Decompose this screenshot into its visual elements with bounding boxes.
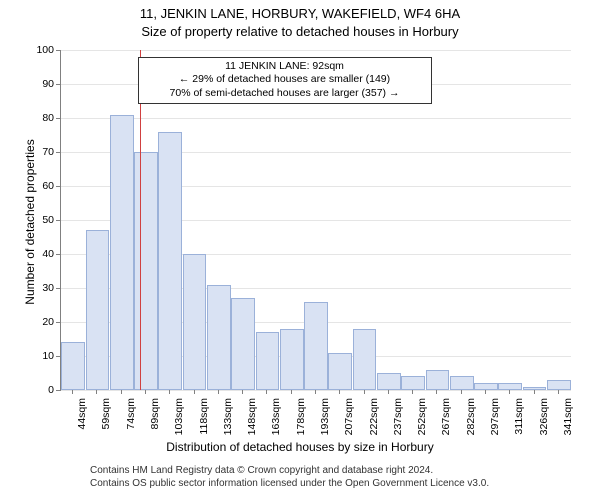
xtick-mark	[218, 390, 219, 394]
bar	[86, 230, 110, 390]
bar	[280, 329, 304, 390]
xtick-label: 44sqm	[76, 398, 88, 446]
xtick-label: 163sqm	[270, 398, 282, 446]
gridline	[61, 50, 571, 51]
ytick-label: 60	[30, 180, 54, 192]
xtick-label: 341sqm	[562, 398, 574, 446]
ytick-mark	[56, 118, 60, 119]
xtick-label: 252sqm	[416, 398, 428, 446]
xtick-label: 222sqm	[368, 398, 380, 446]
xtick-mark	[509, 390, 510, 394]
bar	[328, 353, 352, 390]
gridline	[61, 118, 571, 119]
xtick-mark	[485, 390, 486, 394]
xtick-mark	[266, 390, 267, 394]
xtick-mark	[339, 390, 340, 394]
xtick-mark	[72, 390, 73, 394]
xtick-mark	[145, 390, 146, 394]
xtick-mark	[388, 390, 389, 394]
ytick-label: 40	[30, 248, 54, 260]
ytick-mark	[56, 220, 60, 221]
ytick-label: 0	[30, 384, 54, 396]
ytick-label: 100	[30, 44, 54, 56]
ytick-label: 10	[30, 350, 54, 362]
xtick-mark	[558, 390, 559, 394]
ytick-mark	[56, 84, 60, 85]
xtick-label: 74sqm	[125, 398, 137, 446]
ytick-label: 20	[30, 316, 54, 328]
annotation-line-1: 11 JENKIN LANE: 92sqm	[145, 60, 425, 74]
xtick-label: 326sqm	[538, 398, 550, 446]
xtick-label: 89sqm	[149, 398, 161, 446]
bar	[256, 332, 280, 390]
ytick-mark	[56, 254, 60, 255]
ytick-label: 30	[30, 282, 54, 294]
ytick-mark	[56, 288, 60, 289]
xtick-mark	[96, 390, 97, 394]
xtick-label: 103sqm	[173, 398, 185, 446]
bar	[158, 132, 182, 390]
bar	[450, 376, 474, 390]
bar	[498, 383, 522, 390]
xtick-label: 311sqm	[513, 398, 525, 446]
footer-attribution-2: Contains OS public sector information li…	[90, 478, 489, 489]
bar	[474, 383, 498, 390]
footer-attribution-1: Contains HM Land Registry data © Crown c…	[90, 465, 433, 476]
ytick-label: 90	[30, 78, 54, 90]
gridline	[61, 390, 571, 391]
bar	[134, 152, 158, 390]
xtick-mark	[121, 390, 122, 394]
annotation-line-3: 70% of semi-detached houses are larger (…	[145, 87, 425, 101]
xtick-label: 282sqm	[465, 398, 477, 446]
xtick-mark	[436, 390, 437, 394]
annotation-line-2: ← 29% of detached houses are smaller (14…	[145, 73, 425, 87]
xtick-mark	[534, 390, 535, 394]
xtick-label: 297sqm	[489, 398, 501, 446]
ytick-label: 50	[30, 214, 54, 226]
xtick-mark	[169, 390, 170, 394]
chart-title: 11, JENKIN LANE, HORBURY, WAKEFIELD, WF4…	[0, 6, 600, 21]
bar	[401, 376, 425, 390]
bar	[304, 302, 328, 390]
bar	[183, 254, 207, 390]
bar	[426, 370, 450, 390]
ytick-mark	[56, 356, 60, 357]
xtick-label: 207sqm	[343, 398, 355, 446]
ytick-mark	[56, 390, 60, 391]
bar	[110, 115, 134, 390]
xtick-mark	[194, 390, 195, 394]
bar	[61, 342, 85, 390]
xtick-label: 237sqm	[392, 398, 404, 446]
xtick-mark	[412, 390, 413, 394]
xtick-mark	[315, 390, 316, 394]
xtick-label: 133sqm	[222, 398, 234, 446]
chart-subtitle: Size of property relative to detached ho…	[0, 24, 600, 39]
bar	[231, 298, 255, 390]
xtick-label: 118sqm	[198, 398, 210, 446]
bar	[353, 329, 377, 390]
ytick-mark	[56, 322, 60, 323]
xtick-label: 148sqm	[246, 398, 258, 446]
bar	[377, 373, 401, 390]
annotation-box: 11 JENKIN LANE: 92sqm← 29% of detached h…	[138, 57, 432, 104]
bar	[207, 285, 231, 390]
xtick-label: 193sqm	[319, 398, 331, 446]
ytick-mark	[56, 186, 60, 187]
xtick-mark	[364, 390, 365, 394]
chart-plot-area: 11 JENKIN LANE: 92sqm← 29% of detached h…	[60, 50, 571, 391]
xtick-label: 178sqm	[295, 398, 307, 446]
ytick-mark	[56, 152, 60, 153]
bar	[547, 380, 571, 390]
xtick-label: 59sqm	[100, 398, 112, 446]
ytick-label: 70	[30, 146, 54, 158]
ytick-label: 80	[30, 112, 54, 124]
xtick-label: 267sqm	[440, 398, 452, 446]
xtick-mark	[291, 390, 292, 394]
xtick-mark	[461, 390, 462, 394]
xtick-mark	[242, 390, 243, 394]
ytick-mark	[56, 50, 60, 51]
